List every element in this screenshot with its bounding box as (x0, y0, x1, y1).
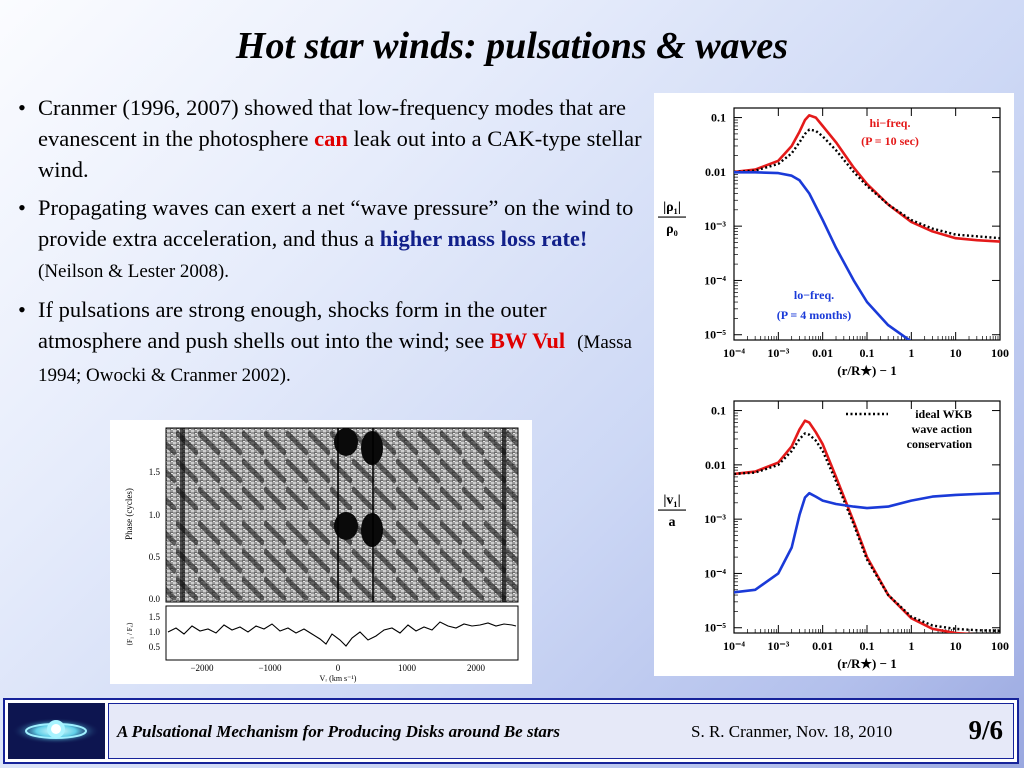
footer-talk-title: A Pulsational Mechanism for Producing Di… (117, 722, 561, 741)
spectrum-xtick: −1000 (258, 663, 282, 673)
y-tick-label: 0.1 (711, 111, 726, 125)
wave-amplitude-svg: 10⁻⁴ 10⁻³ 0.01 0.1 1 10 100 0.1 0.01 10⁻³ 10⁻⁴ 10⁻⁵… (658, 107, 1009, 671)
wave-amplitude-figure: 10⁻⁴ 10⁻³ 0.01 0.1 1 10 100 0.1 0.01 10⁻³ 10⁻⁴ 10⁻⁵… (654, 93, 1014, 676)
bullet-dot: • (18, 297, 26, 322)
y-tick-label: 10⁻⁴ (704, 273, 726, 287)
footer-logo (8, 703, 105, 759)
spectrum-xtick: 2000 (467, 663, 486, 673)
series-line-dotted (734, 128, 1000, 240)
spectrum-yticks: 0.0 0.5 1.0 1.5 (149, 467, 161, 604)
y-tick-label: 10⁻⁵ (704, 621, 726, 635)
spectrum-features (180, 428, 506, 602)
x-tick-label: 10 (950, 639, 962, 653)
bullet-dot: • (18, 95, 26, 120)
spectrum-ytick: 0.5 (149, 552, 161, 562)
spectrum-xtick: 1000 (398, 663, 417, 673)
x-axis-label: (r/R★) − 1 (837, 656, 897, 671)
y-tick-label: 0.1 (711, 404, 726, 418)
bullet-item: • If pulsations are strong enough, shock… (18, 294, 648, 391)
bullet-emphasis: can (314, 126, 348, 151)
footer-page-number: 9/6 (968, 715, 1003, 745)
y-axis-label-top: |v₁| (663, 493, 680, 508)
bullet-emphasis: BW Vul (489, 328, 566, 353)
chart-annotation: hi−freq. (870, 116, 911, 130)
slide-footer: A Pulsational Mechanism for Producing Di… (3, 698, 1019, 764)
flux-yticks: 1.5 1.0 0.5 (149, 612, 161, 652)
series-line-blue (734, 491, 1000, 594)
flux-ytick: 0.5 (149, 642, 161, 652)
flux-ylabel: ⟨F₁ / F꜀⟩ (126, 622, 134, 646)
x-tick-label: 10 (950, 346, 962, 360)
flux-ytick: 1.0 (149, 627, 161, 637)
bullet-emphasis: higher mass loss rate! (379, 226, 588, 251)
x-tick-label: 1 (908, 639, 914, 653)
bullet-text: Propagating waves can exert a net “wave … (38, 195, 634, 251)
series-line-blue (734, 171, 912, 340)
x-tick-label: 10⁻³ (767, 639, 789, 653)
x-tick-label: 10⁻³ (767, 346, 789, 360)
bullet-dot: • (18, 195, 26, 220)
spectrum-ylabel: Phase (cycles) (124, 488, 134, 540)
dynamic-spectrum-svg: Phase (cycles) 0.0 0.5 1.0 1.5 ⟨F₁ / F꜀⟩… (124, 427, 519, 683)
spectrum-ytick: 1.5 (149, 467, 161, 477)
y-tick-label: 10⁻⁴ (704, 566, 726, 580)
x-tick-label: 0.1 (860, 346, 875, 360)
spectrum-ytick: 1.0 (149, 510, 161, 520)
chart-annotation: (P = 10 sec) (861, 134, 919, 148)
chart-annotation: lo−freq. (794, 288, 834, 302)
bullet-list: • Cranmer (1996, 2007) showed that low-f… (18, 92, 648, 398)
legend-label: ideal WKB (915, 407, 972, 421)
y-tick-label: 0.01 (705, 458, 726, 472)
x-tick-label: 1 (908, 346, 914, 360)
x-axis-label: (r/R★) − 1 (837, 363, 897, 378)
y-axis-label-top: |ρ₁| (663, 200, 681, 215)
bullet-item: • Cranmer (1996, 2007) showed that low-f… (18, 92, 648, 185)
spectrum-ytick: 0.0 (149, 594, 161, 604)
density-perturbation-chart: 10⁻⁴ 10⁻³ 0.01 0.1 1 10 100 0.1 0.01 10⁻³ 10⁻⁴ 10⁻⁵… (658, 107, 1009, 378)
footer-author-date: S. R. Cranmer, Nov. 18, 2010 (691, 722, 893, 741)
legend-label: conservation (907, 437, 973, 451)
slide-title: Hot star winds: pulsations & waves (235, 25, 789, 67)
flux-curve (167, 621, 517, 647)
spectrum-xtick: −2000 (190, 663, 214, 673)
velocity-perturbation-chart: 10⁻⁴ 10⁻³ 0.01 0.1 1 10 100 0.1 0.01 10⁻³ 10⁻⁴ 10⁻⁵… (658, 400, 1009, 671)
series-line-red (734, 113, 1000, 243)
bullet-citation: (Neilson & Lester 2008). (38, 261, 230, 282)
x-tick-label: 0.01 (812, 346, 833, 360)
disk-logo-icon (12, 718, 100, 744)
y-axis-label-bottom: a (669, 515, 676, 530)
y-tick-label: 10⁻³ (704, 219, 726, 233)
spectrum-xticks: −2000 −1000 0 1000 2000 (190, 663, 485, 673)
dynamic-spectrum-figure: Phase (cycles) 0.0 0.5 1.0 1.5 ⟨F₁ / F꜀⟩… (110, 420, 532, 684)
series-line-dotted (734, 432, 1000, 632)
spectrum-xtick: 0 (336, 663, 341, 673)
x-tick-label: 100 (991, 639, 1009, 653)
bullet-citation: (Massa 1994; Owocki & Cranmer 2002). (38, 332, 632, 386)
series-line-red (734, 419, 975, 633)
bullet-text: Cranmer (1996, 2007) showed that low-fre… (38, 95, 626, 151)
x-tick-label: 0.01 (812, 639, 833, 653)
x-tick-label: 0.1 (860, 639, 875, 653)
y-tick-label: 0.01 (705, 165, 726, 179)
chart-annotation: (P = 4 months) (777, 308, 852, 322)
legend-label: wave action (912, 422, 973, 436)
bullet-text: If pulsations are strong enough, shocks … (38, 297, 547, 353)
flux-panel (165, 605, 519, 661)
bullet-tail: leak out into a CAK-type stellar wind. (38, 126, 642, 182)
x-tick-label: 100 (991, 346, 1009, 360)
footer-bar: A Pulsational Mechanism for Producing Di… (108, 703, 1014, 759)
bullet-item: • Propagating waves can exert a net “wav… (18, 192, 648, 287)
y-axis-label-bottom: ρ₀ (666, 222, 678, 237)
spectrum-xlabel: Vᵣ (km s⁻¹) (320, 674, 357, 683)
y-tick-label: 10⁻⁵ (704, 328, 726, 342)
y-tick-label: 10⁻³ (704, 512, 726, 526)
x-tick-label: 10⁻⁴ (723, 346, 745, 360)
x-tick-label: 10⁻⁴ (723, 639, 745, 653)
flux-ytick: 1.5 (149, 612, 161, 622)
